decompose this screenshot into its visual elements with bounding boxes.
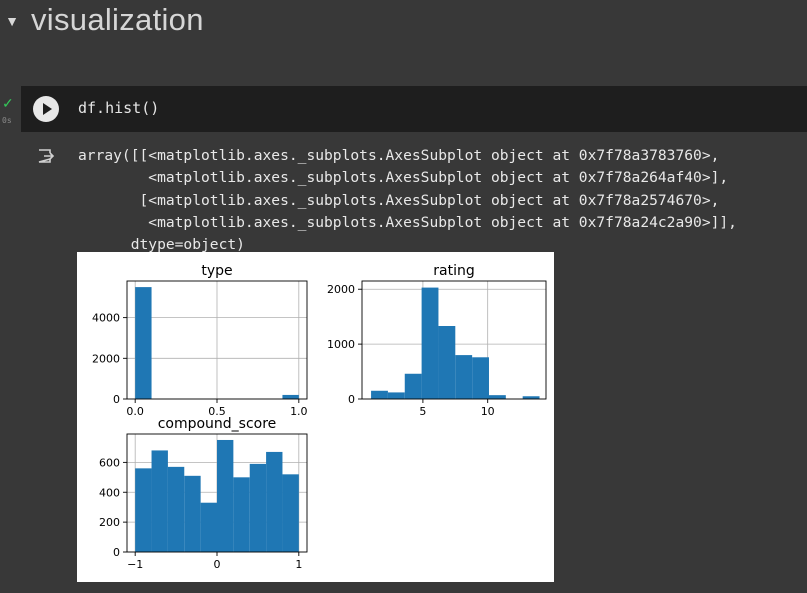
output-line: [<matplotlib.axes._subplots.AxesSubplot … bbox=[78, 191, 720, 209]
output-line: dtype=object) bbox=[78, 236, 245, 254]
x-tick-label: 0 bbox=[214, 558, 221, 571]
histogram-figure: 0.0 0.5 1.0 0 2000 4000 type 5 10 0 1000 2000 rating… bbox=[77, 252, 554, 582]
x-tick-label: 0.0 bbox=[126, 405, 144, 418]
cell-execution-time: 0s bbox=[2, 116, 12, 125]
histogram-bar bbox=[371, 390, 388, 399]
subplot-title: rating bbox=[433, 263, 474, 279]
subplot-title: compound_score bbox=[158, 416, 277, 432]
y-tick-label: 1000 bbox=[327, 338, 355, 351]
y-tick-label: 2000 bbox=[327, 283, 355, 296]
cell-output-text: array([[<matplotlib.axes._subplots.AxesS… bbox=[78, 145, 737, 256]
histogram-bar bbox=[249, 463, 267, 552]
histogram-bar bbox=[438, 326, 456, 399]
histogram-bar bbox=[135, 468, 152, 552]
output-redirect-icon[interactable] bbox=[37, 148, 55, 164]
section-title: visualization bbox=[31, 2, 204, 37]
y-tick-label: 400 bbox=[99, 486, 120, 499]
histogram-bar bbox=[167, 466, 185, 552]
histogram-bar bbox=[233, 477, 250, 552]
y-tick-label: 0 bbox=[348, 393, 355, 406]
run-cell-button[interactable] bbox=[33, 96, 59, 122]
histogram-bar bbox=[421, 287, 439, 399]
output-line: array([[<matplotlib.axes._subplots.AxesS… bbox=[78, 147, 720, 164]
x-tick-label: 1.0 bbox=[290, 405, 308, 418]
collapse-caret-icon[interactable]: ▼ bbox=[5, 13, 19, 29]
section-header: ▼ visualization bbox=[0, 0, 807, 50]
axes-frame bbox=[361, 280, 547, 400]
histogram-bar bbox=[387, 392, 405, 399]
code-editor[interactable]: df.hist() bbox=[78, 99, 160, 117]
x-tick-label: 10 bbox=[481, 405, 495, 418]
histogram-bar bbox=[488, 395, 506, 399]
y-tick-label: 600 bbox=[99, 456, 120, 469]
y-tick-label: 200 bbox=[99, 516, 120, 529]
histogram-bar bbox=[282, 394, 299, 399]
output-line: <matplotlib.axes._subplots.AxesSubplot o… bbox=[78, 213, 737, 231]
histogram-bar bbox=[151, 450, 168, 552]
x-tick-label: −1 bbox=[127, 558, 143, 571]
y-tick-label: 0 bbox=[113, 393, 120, 406]
histogram-bar bbox=[522, 396, 540, 399]
histogram-bar bbox=[282, 474, 299, 552]
x-tick-label: 5 bbox=[419, 405, 426, 418]
histogram-bar bbox=[404, 373, 422, 399]
histogram-bar bbox=[200, 502, 217, 552]
histogram-bar bbox=[184, 475, 201, 552]
x-tick-label: 0.5 bbox=[208, 405, 226, 418]
histogram-bar bbox=[472, 357, 489, 399]
histogram-bar bbox=[217, 439, 234, 552]
subplot-title: type bbox=[201, 263, 232, 279]
code-cell[interactable]: df.hist() bbox=[21, 86, 807, 132]
y-tick-label: 0 bbox=[113, 546, 120, 559]
histogram-bar bbox=[266, 451, 283, 552]
histogram-bar bbox=[135, 287, 152, 399]
y-tick-label: 4000 bbox=[92, 312, 120, 325]
x-tick-label: 1 bbox=[295, 558, 302, 571]
y-tick-label: 2000 bbox=[92, 352, 120, 365]
cell-success-check-icon: ✓ bbox=[2, 95, 14, 111]
output-line: <matplotlib.axes._subplots.AxesSubplot o… bbox=[78, 169, 729, 187]
histogram-bar bbox=[455, 355, 473, 399]
